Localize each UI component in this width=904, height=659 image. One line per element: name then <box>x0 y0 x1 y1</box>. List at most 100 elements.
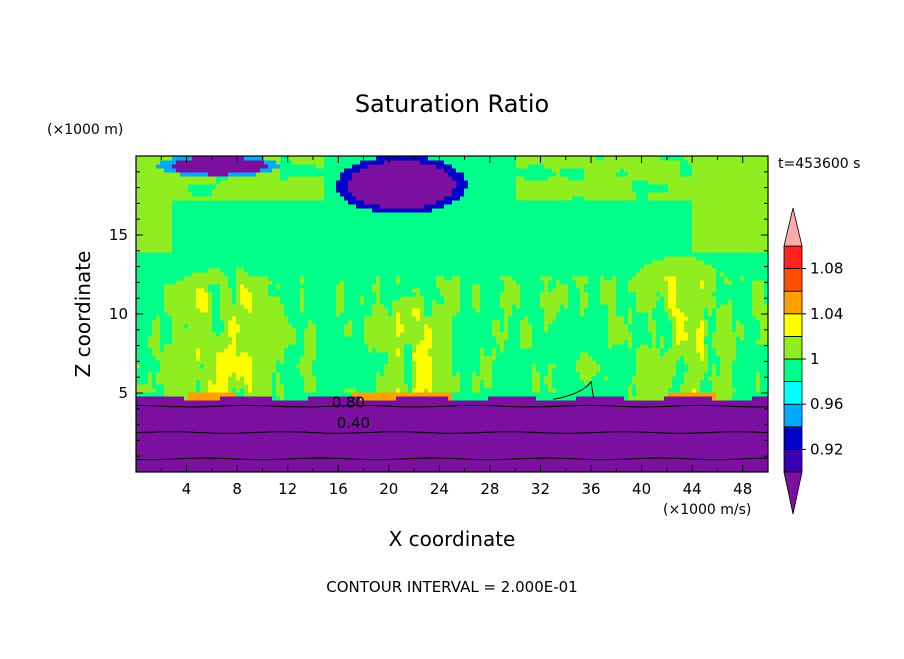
contour-labels: 0.80 0.40 <box>332 394 370 433</box>
field-cell <box>548 384 553 389</box>
field-cell <box>656 320 673 325</box>
field-cell <box>336 288 345 293</box>
field-cell <box>344 332 353 337</box>
field-cell <box>136 332 153 337</box>
field-cell <box>136 196 325 201</box>
field-cell <box>668 292 677 297</box>
field-cell <box>300 296 305 301</box>
field-cell <box>236 276 269 281</box>
field-cell <box>208 288 221 293</box>
field-cell <box>508 332 521 337</box>
field-cell <box>424 312 433 317</box>
field-cell <box>716 364 721 369</box>
field-cell <box>716 300 729 305</box>
field-cell <box>636 272 717 277</box>
field-cell <box>504 340 521 345</box>
field-cell <box>752 312 768 317</box>
field-cell <box>412 312 421 317</box>
field-cell <box>316 340 365 345</box>
field-cell <box>668 388 681 393</box>
field-cell <box>136 216 173 221</box>
field-cell <box>668 288 677 293</box>
field-cell <box>660 348 669 353</box>
field-cell <box>632 312 649 317</box>
field-cell <box>396 348 401 353</box>
field-cell <box>708 360 721 365</box>
field-cell <box>520 296 541 301</box>
field-cell <box>608 340 625 345</box>
field-cell <box>136 296 165 301</box>
field-cell <box>364 200 437 205</box>
field-cell <box>280 296 301 301</box>
field-cell <box>400 280 437 285</box>
field-cell <box>196 352 201 357</box>
field-cell <box>664 352 701 357</box>
field-cell <box>252 292 269 297</box>
field-cell <box>228 380 245 385</box>
field-cell <box>548 284 557 289</box>
field-cell <box>304 296 337 301</box>
field-cell <box>236 344 289 349</box>
field-cell <box>312 320 349 325</box>
field-cell <box>568 288 581 293</box>
field-cell <box>740 276 745 281</box>
colorbar-band <box>783 358 803 383</box>
field-cell <box>568 304 581 309</box>
field-cell <box>556 316 609 321</box>
field-cell <box>356 196 445 201</box>
field-cell <box>380 280 397 285</box>
field-cell <box>616 296 637 301</box>
field-cell <box>360 160 385 165</box>
field-cell <box>196 292 209 297</box>
field-cell <box>228 284 237 289</box>
field-cell <box>380 296 401 301</box>
field-cell <box>200 388 209 393</box>
field-cell <box>760 388 768 393</box>
field-cell <box>444 296 461 301</box>
field-cell <box>744 332 761 337</box>
field-cell <box>456 168 553 173</box>
field-cell <box>692 172 768 177</box>
field-cell <box>376 292 381 297</box>
field-cell <box>716 280 725 285</box>
field-cell <box>520 284 545 289</box>
field-cell <box>136 468 768 472</box>
field-cell <box>348 188 453 193</box>
field-cell <box>264 160 277 165</box>
field-cell <box>312 368 385 373</box>
field-cell <box>692 244 768 249</box>
field-cell <box>164 344 229 349</box>
field-cell <box>632 344 641 349</box>
field-cell <box>680 160 689 165</box>
field-cell <box>516 176 525 181</box>
field-cell <box>660 340 665 345</box>
field-cell <box>756 340 768 345</box>
field-cell <box>224 328 229 333</box>
field-cell <box>764 300 768 305</box>
field-cell <box>396 316 401 321</box>
field-cell <box>136 264 645 269</box>
field-cell <box>552 380 585 385</box>
field-cell <box>356 204 381 209</box>
field-cell <box>136 204 173 209</box>
field-cell <box>200 308 209 313</box>
field-cell <box>720 356 737 361</box>
field-cell <box>372 308 389 313</box>
field-cell <box>172 336 233 341</box>
field-cell <box>692 212 768 217</box>
field-cell <box>668 184 768 189</box>
field-cell <box>364 300 377 305</box>
field-cell <box>336 300 345 305</box>
field-cell <box>516 164 529 169</box>
field-cell <box>208 268 221 273</box>
field-cell <box>200 364 205 369</box>
field-cell <box>232 336 237 341</box>
field-cell <box>216 332 221 337</box>
field-cell <box>652 336 657 341</box>
field-cell <box>392 300 425 305</box>
field-cell <box>692 240 768 245</box>
field-cell <box>588 304 609 309</box>
field-cell <box>452 344 501 349</box>
field-cell <box>276 364 297 369</box>
field-cell <box>676 296 717 301</box>
